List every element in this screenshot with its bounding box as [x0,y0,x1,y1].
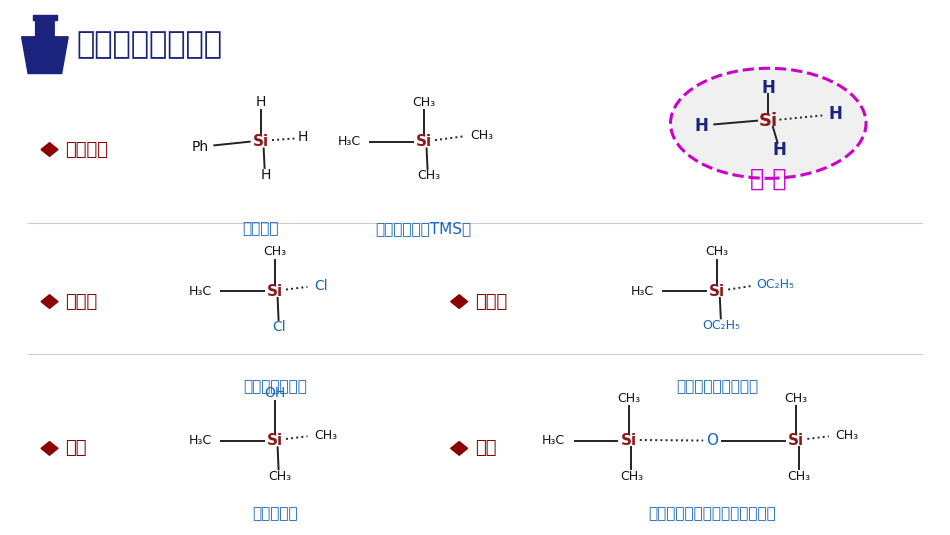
Text: H: H [772,141,787,158]
Text: O: O [707,433,718,448]
Polygon shape [32,15,57,19]
Text: CH₃: CH₃ [835,429,859,442]
Polygon shape [450,441,467,455]
Text: OC₂H₅: OC₂H₅ [756,278,794,291]
Text: 三甲基硅醇: 三甲基硅醇 [252,507,297,522]
Polygon shape [450,295,467,308]
Text: Si: Si [709,284,725,299]
Text: CH₃: CH₃ [417,169,440,182]
Text: H: H [260,167,271,182]
Text: CH₃: CH₃ [785,392,808,405]
Text: CH₃: CH₃ [412,96,435,109]
Text: CH₃: CH₃ [706,245,729,258]
Polygon shape [22,18,68,73]
Text: H: H [297,131,308,144]
Text: 苯基硅烷: 苯基硅烷 [242,220,279,236]
Text: H: H [694,117,708,135]
Text: H: H [761,79,775,97]
Text: 硅氧烷: 硅氧烷 [475,293,507,311]
Text: CH₃: CH₃ [619,470,643,483]
Polygon shape [41,295,58,308]
Text: Si: Si [620,433,636,448]
Text: 硅醚: 硅醚 [475,439,497,457]
Text: 二甲基二氯硅烷: 二甲基二氯硅烷 [243,379,307,394]
Text: H: H [256,95,266,109]
Text: 硅 烷: 硅 烷 [750,166,787,190]
Text: Cl: Cl [314,279,328,293]
Text: H: H [828,105,843,124]
Text: Si: Si [788,433,805,448]
Text: 六甲基硅醚（六甲基二硅氧烷）: 六甲基硅醚（六甲基二硅氧烷） [649,507,776,522]
Text: 有机硅烷: 有机硅烷 [66,141,108,158]
Text: H₃C: H₃C [188,434,212,447]
Text: 四甲基硅烷（TMS）: 四甲基硅烷（TMS） [376,220,472,236]
Text: 卤硅烷: 卤硅烷 [66,293,98,311]
Text: Si: Si [267,433,283,448]
Text: CH₃: CH₃ [788,470,810,483]
Text: H₃C: H₃C [188,285,212,297]
Text: Si: Si [253,134,269,149]
Text: CH₃: CH₃ [470,129,493,142]
Text: Ph: Ph [192,140,209,154]
Text: CH₃: CH₃ [618,392,640,405]
Text: CH₃: CH₃ [263,245,286,258]
Circle shape [671,68,866,178]
Text: Cl: Cl [273,320,286,334]
Text: CH₃: CH₃ [314,429,337,442]
Text: Si: Si [267,284,283,299]
Text: 有机硅化物的分类: 有机硅化物的分类 [77,30,222,59]
Text: H₃C: H₃C [337,135,360,148]
Text: Si: Si [416,134,432,149]
Text: OC₂H₅: OC₂H₅ [703,319,741,332]
Text: OH: OH [264,386,285,400]
Text: 硅醇: 硅醇 [66,439,86,457]
Polygon shape [41,441,58,455]
Text: H₃C: H₃C [542,434,565,447]
Text: Si: Si [759,112,778,129]
Text: H₃C: H₃C [631,285,654,297]
Polygon shape [41,143,58,156]
Text: CH₃: CH₃ [268,470,291,483]
Text: 二甲基二乙氧基硅烷: 二甲基二乙氧基硅烷 [676,379,758,394]
